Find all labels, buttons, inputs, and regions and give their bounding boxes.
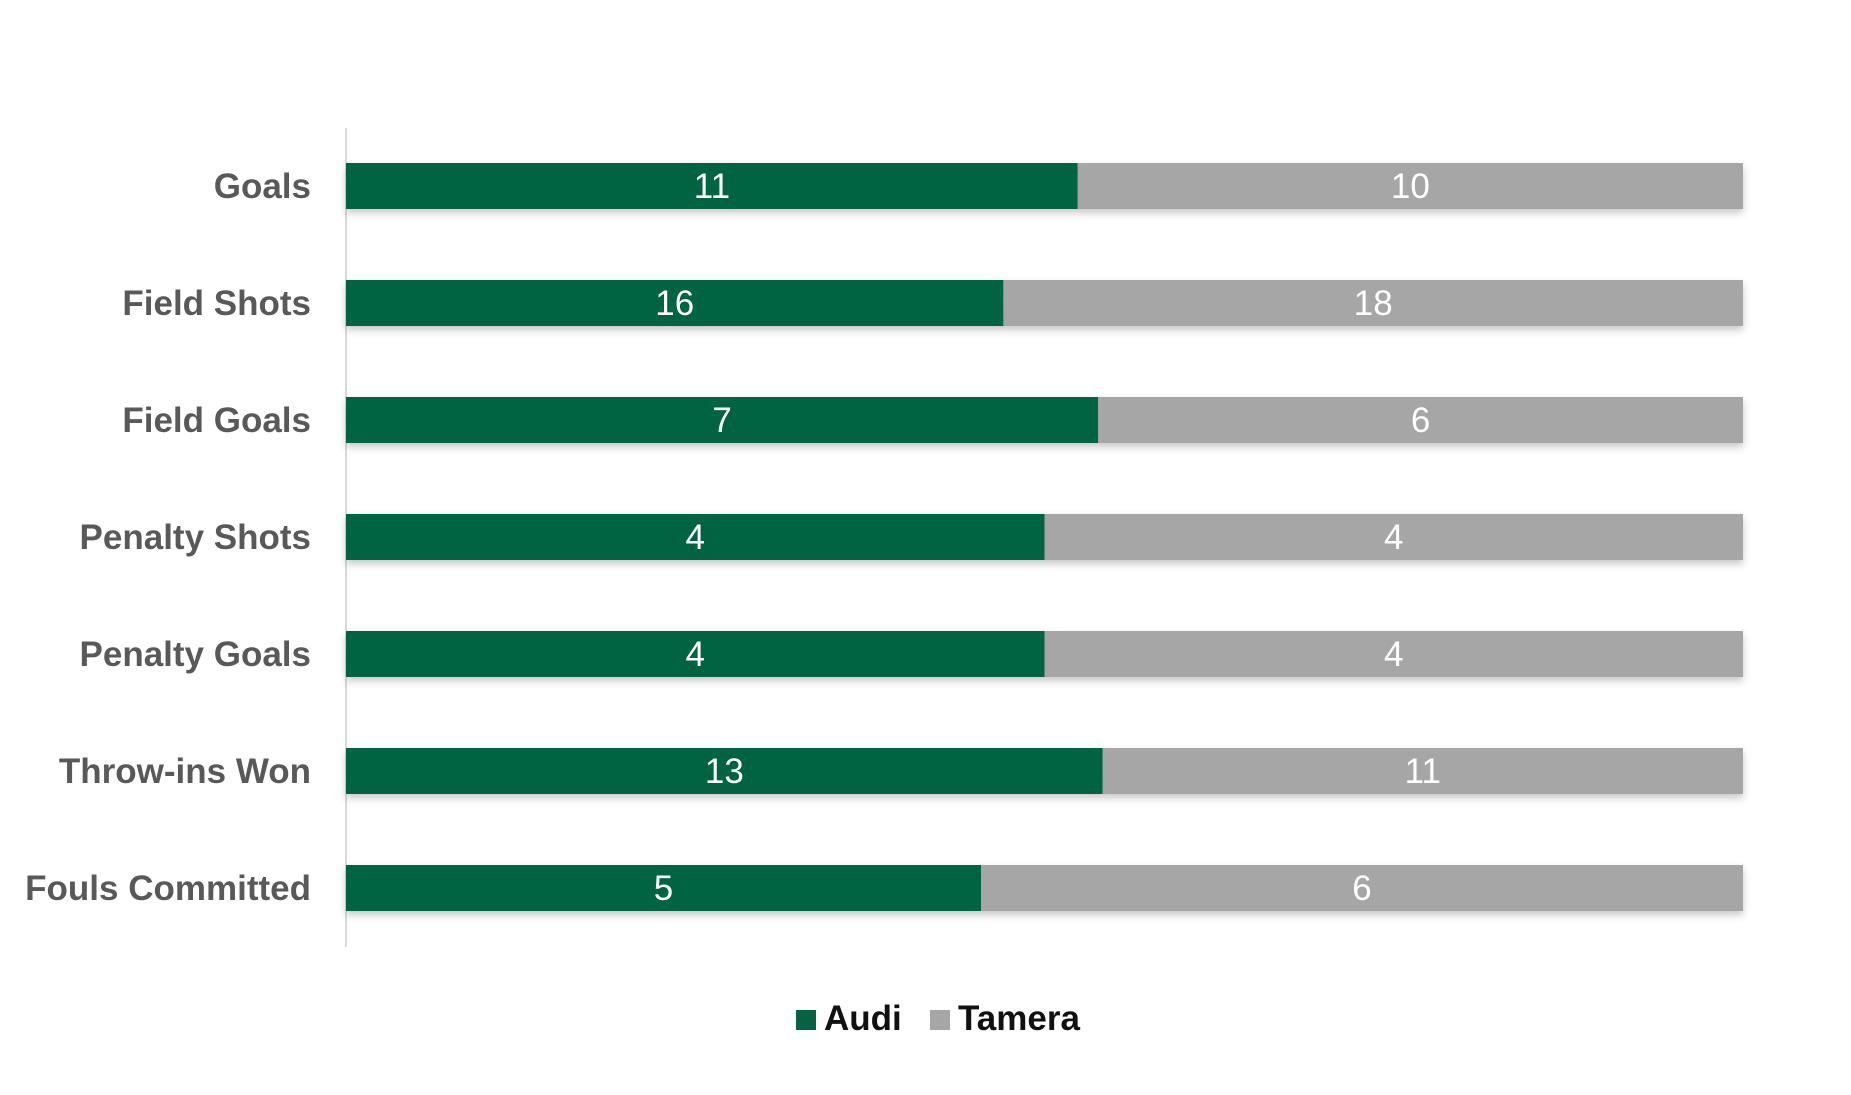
bar-tamera-2 bbox=[1098, 397, 1743, 443]
bar-audi-6 bbox=[346, 865, 981, 911]
category-label: Field Shots bbox=[122, 284, 311, 323]
data-label-audi-3: 4 bbox=[686, 518, 705, 557]
bar-audi-4 bbox=[346, 631, 1045, 677]
data-label-tamera-3: 4 bbox=[1384, 518, 1403, 557]
data-label-audi-6: 5 bbox=[654, 869, 673, 908]
bar-tamera-1 bbox=[1003, 280, 1743, 326]
bar-tamera-3 bbox=[1044, 514, 1743, 560]
bar-tamera-0 bbox=[1077, 163, 1743, 209]
legend-swatch-tamera bbox=[930, 1010, 950, 1030]
category-label: Fouls Committed bbox=[25, 869, 311, 908]
data-label-tamera-5: 11 bbox=[1405, 752, 1441, 791]
category-label: Field Goals bbox=[122, 401, 311, 440]
category-label: Penalty Goals bbox=[80, 635, 311, 674]
bar-row bbox=[346, 748, 1743, 794]
bar-audi-0 bbox=[346, 163, 1078, 209]
bar-row bbox=[346, 514, 1743, 560]
data-label-tamera-4: 4 bbox=[1384, 635, 1403, 674]
legend: Audi Tamera bbox=[796, 999, 1080, 1038]
data-label-tamera-0: 10 bbox=[1391, 167, 1430, 206]
bar-row bbox=[346, 631, 1743, 677]
legend-swatch-audi bbox=[796, 1010, 816, 1030]
category-label: Throw-ins Won bbox=[59, 752, 311, 791]
data-label-audi-4: 4 bbox=[686, 635, 705, 674]
bar-row bbox=[346, 397, 1743, 443]
data-label-audi-0: 11 bbox=[694, 167, 730, 206]
category-axis: Goals Field Shots Field Goals Penalty Shots… bbox=[25, 167, 311, 908]
bar-audi-1 bbox=[346, 280, 1004, 326]
bar-audi-5 bbox=[346, 748, 1103, 794]
bar-tamera-6 bbox=[981, 865, 1743, 911]
data-label-tamera-1: 18 bbox=[1354, 284, 1393, 323]
bar-row bbox=[346, 865, 1743, 911]
data-label-audi-1: 16 bbox=[655, 284, 694, 323]
bar-audi-2 bbox=[346, 397, 1099, 443]
legend-label-tamera: Tamera bbox=[958, 999, 1080, 1038]
data-label-audi-5: 13 bbox=[705, 752, 744, 791]
bar-tamera-4 bbox=[1044, 631, 1743, 677]
bar-audi-3 bbox=[346, 514, 1045, 560]
bar-row bbox=[346, 163, 1743, 209]
data-label-tamera-6: 6 bbox=[1352, 869, 1371, 908]
data-label-audi-2: 7 bbox=[712, 401, 731, 440]
plot-area: 11 10 16 18 7 6 4 4 4 4 13 11 5 6 bbox=[346, 163, 1743, 911]
legend-label-audi: Audi bbox=[824, 999, 902, 1038]
category-label: Goals bbox=[214, 167, 311, 206]
data-label-tamera-2: 6 bbox=[1411, 401, 1430, 440]
category-label: Penalty Shots bbox=[80, 518, 311, 557]
bar-tamera-5 bbox=[1102, 748, 1743, 794]
bar-row bbox=[346, 280, 1743, 326]
